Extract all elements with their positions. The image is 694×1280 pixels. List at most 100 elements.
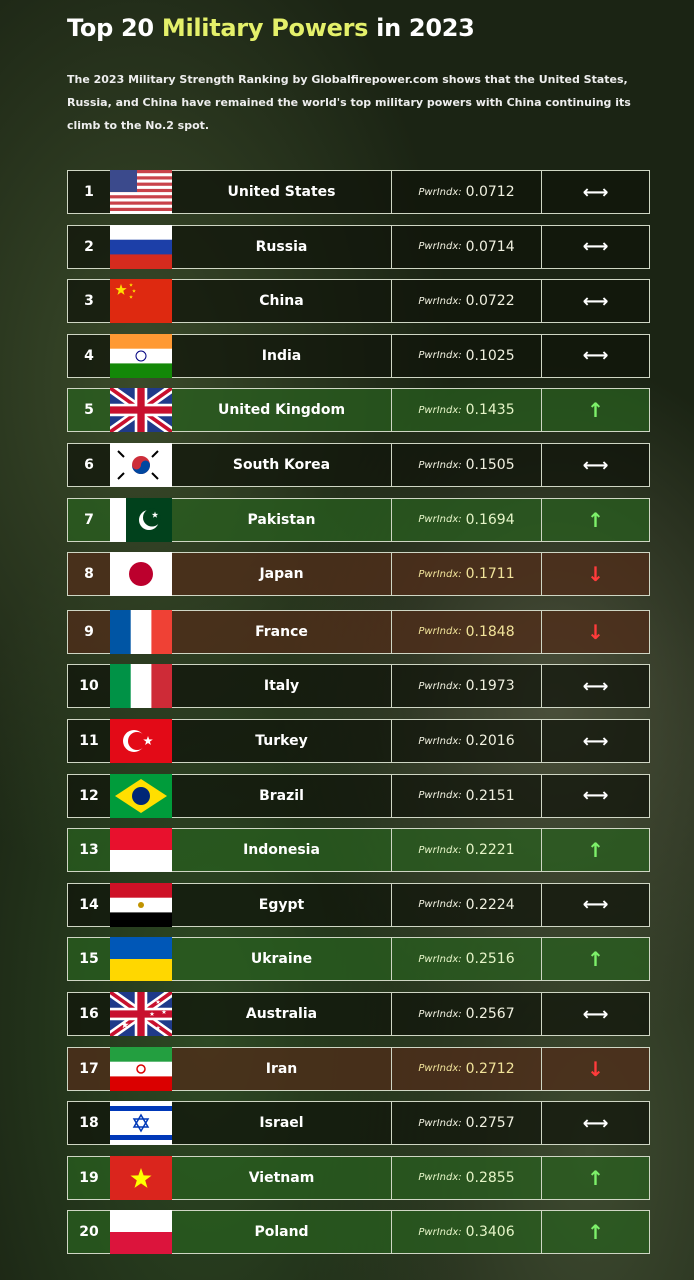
table-row: 11 Turkey PwrIndx: 0.2016 ⟷ — [67, 719, 650, 763]
power-index-value: 0.0714 — [465, 238, 515, 255]
arrow-left-right-icon: ⟷ — [582, 894, 609, 916]
rank: 16 — [79, 1006, 99, 1022]
power-index-label: PwrIndx: — [418, 295, 462, 307]
power-index-label: PwrIndx: — [418, 953, 462, 965]
power-index-value: 0.1025 — [465, 347, 515, 364]
arrow-left-right-icon: ⟷ — [582, 290, 609, 312]
rank: 6 — [84, 457, 94, 473]
power-index-value: 0.1848 — [465, 623, 515, 640]
power-index-label: PwrIndx: — [418, 350, 462, 362]
power-index-label: PwrIndx: — [418, 186, 462, 198]
rank: 9 — [84, 623, 94, 640]
power-index: PwrIndx: 0.2221 — [392, 829, 542, 872]
country-name: Israel — [172, 1102, 392, 1145]
rank: 15 — [79, 951, 99, 968]
power-index-label: PwrIndx: — [418, 680, 462, 692]
power-index-label: PwrIndx: — [418, 735, 462, 747]
power-index-label: PwrIndx: — [418, 844, 462, 856]
table-row: 1 United States PwrIndx: 0.0712 ⟷ — [67, 170, 650, 214]
flag-it-icon — [110, 664, 172, 709]
table-row: 14 Egypt PwrIndx: 0.2224 ⟷ — [67, 882, 650, 927]
table-row: 2 Russia PwrIndx: 0.0714 ⟷ — [67, 224, 650, 269]
power-index: PwrIndx: 0.2567 — [392, 993, 542, 1035]
table-row: 12 Brazil PwrIndx: 0.2151 ⟷ — [67, 773, 650, 818]
power-index: PwrIndx: 0.2757 — [392, 1102, 542, 1145]
country-name: China — [172, 280, 392, 323]
power-index: PwrIndx: 0.0712 — [392, 171, 542, 213]
arrow-left-right-icon: ⟷ — [582, 454, 609, 476]
rank: 3 — [84, 293, 94, 310]
power-index: PwrIndx: 0.0722 — [392, 280, 542, 323]
power-index-label: PwrIndx: — [418, 1008, 462, 1020]
arrow-down-icon: ↓ — [587, 1056, 604, 1081]
arrow-left-right-icon: ⟷ — [582, 345, 609, 367]
power-index-label: PwrIndx: — [418, 790, 462, 802]
power-index-value: 0.1711 — [465, 566, 515, 583]
flag-fr-icon — [110, 609, 172, 654]
power-index-label: PwrIndx: — [418, 1117, 462, 1129]
rank: 7 — [84, 511, 94, 528]
flag-il-icon — [110, 1101, 172, 1146]
country-name: Japan — [172, 553, 392, 596]
rank: 12 — [79, 787, 99, 804]
flag-ua-icon — [110, 937, 172, 982]
rank: 18 — [79, 1115, 99, 1132]
table-row: 9 France PwrIndx: 0.1848 ↓ — [67, 609, 650, 654]
arrow-up-icon: ↑ — [587, 398, 604, 423]
country-name: Ukraine — [172, 938, 392, 981]
table-row: 5 United Kingdom PwrIndx: 0.1435 ↑ — [67, 388, 650, 433]
arrow-up-icon: ↑ — [587, 507, 604, 532]
rank: 17 — [79, 1060, 99, 1077]
arrow-left-right-icon: ⟷ — [582, 785, 609, 807]
power-index-label: PwrIndx: — [418, 1063, 462, 1075]
country-name: South Korea — [172, 444, 392, 486]
flag-id-icon — [110, 828, 172, 873]
table-row: 17 Iran PwrIndx: 0.2712 ↓ — [67, 1046, 650, 1091]
table-row: 4 India PwrIndx: 0.1025 ⟷ — [67, 333, 650, 378]
flag-gb-icon — [110, 388, 172, 433]
flag-us-icon — [110, 170, 172, 214]
power-index: PwrIndx: 0.1025 — [392, 334, 542, 377]
power-index-value: 0.3406 — [465, 1224, 515, 1241]
flag-vn-icon — [110, 1155, 172, 1200]
country-name: Indonesia — [172, 829, 392, 872]
power-index-value: 0.2516 — [465, 951, 515, 968]
power-index: PwrIndx: 0.1694 — [392, 498, 542, 541]
flag-cn-icon — [110, 279, 172, 324]
power-index-value: 0.0712 — [465, 184, 515, 200]
country-name: Iran — [172, 1047, 392, 1090]
power-index-value: 0.2567 — [465, 1006, 515, 1022]
arrow-left-right-icon: ⟷ — [582, 730, 609, 752]
power-index-label: PwrIndx: — [418, 514, 462, 526]
power-index-label: PwrIndx: — [418, 899, 462, 911]
power-index-value: 0.2712 — [465, 1060, 515, 1077]
arrow-up-icon: ↑ — [587, 1165, 604, 1190]
country-name: Italy — [172, 665, 392, 708]
flag-kr-icon — [110, 443, 172, 487]
power-index-value: 0.0722 — [465, 293, 515, 310]
table-row: 19 Vietnam PwrIndx: 0.2855 ↑ — [67, 1155, 650, 1200]
table-row: 13 Indonesia PwrIndx: 0.2221 ↑ — [67, 828, 650, 873]
arrow-down-icon: ↓ — [587, 562, 604, 587]
power-index-value: 0.2224 — [465, 896, 515, 913]
table-row: 10 Italy PwrIndx: 0.1973 ⟷ — [67, 664, 650, 709]
power-index-value: 0.2757 — [465, 1115, 515, 1132]
power-index-label: PwrIndx: — [418, 241, 462, 253]
country-name: Australia — [172, 993, 392, 1035]
flag-tr-icon — [110, 719, 172, 763]
power-index: PwrIndx: 0.1973 — [392, 665, 542, 708]
country-name: Brazil — [172, 774, 392, 817]
country-name: India — [172, 334, 392, 377]
power-index-label: PwrIndx: — [418, 626, 462, 638]
table-row: 18 Israel PwrIndx: 0.2757 ⟷ — [67, 1101, 650, 1146]
country-name: Russia — [172, 225, 392, 268]
power-index: PwrIndx: 0.3406 — [392, 1211, 542, 1254]
power-index-label: PwrIndx: — [418, 568, 462, 580]
power-index-label: PwrIndx: — [418, 1226, 462, 1238]
power-index: PwrIndx: 0.2224 — [392, 883, 542, 926]
page-title: Top 20 Military Powers in 2023 — [67, 14, 475, 42]
rank: 13 — [79, 842, 99, 859]
country-name: Poland — [172, 1211, 392, 1254]
table-row: 16 Australia PwrIndx: 0.2567 ⟷ — [67, 992, 650, 1036]
flag-jp-icon — [110, 552, 172, 597]
